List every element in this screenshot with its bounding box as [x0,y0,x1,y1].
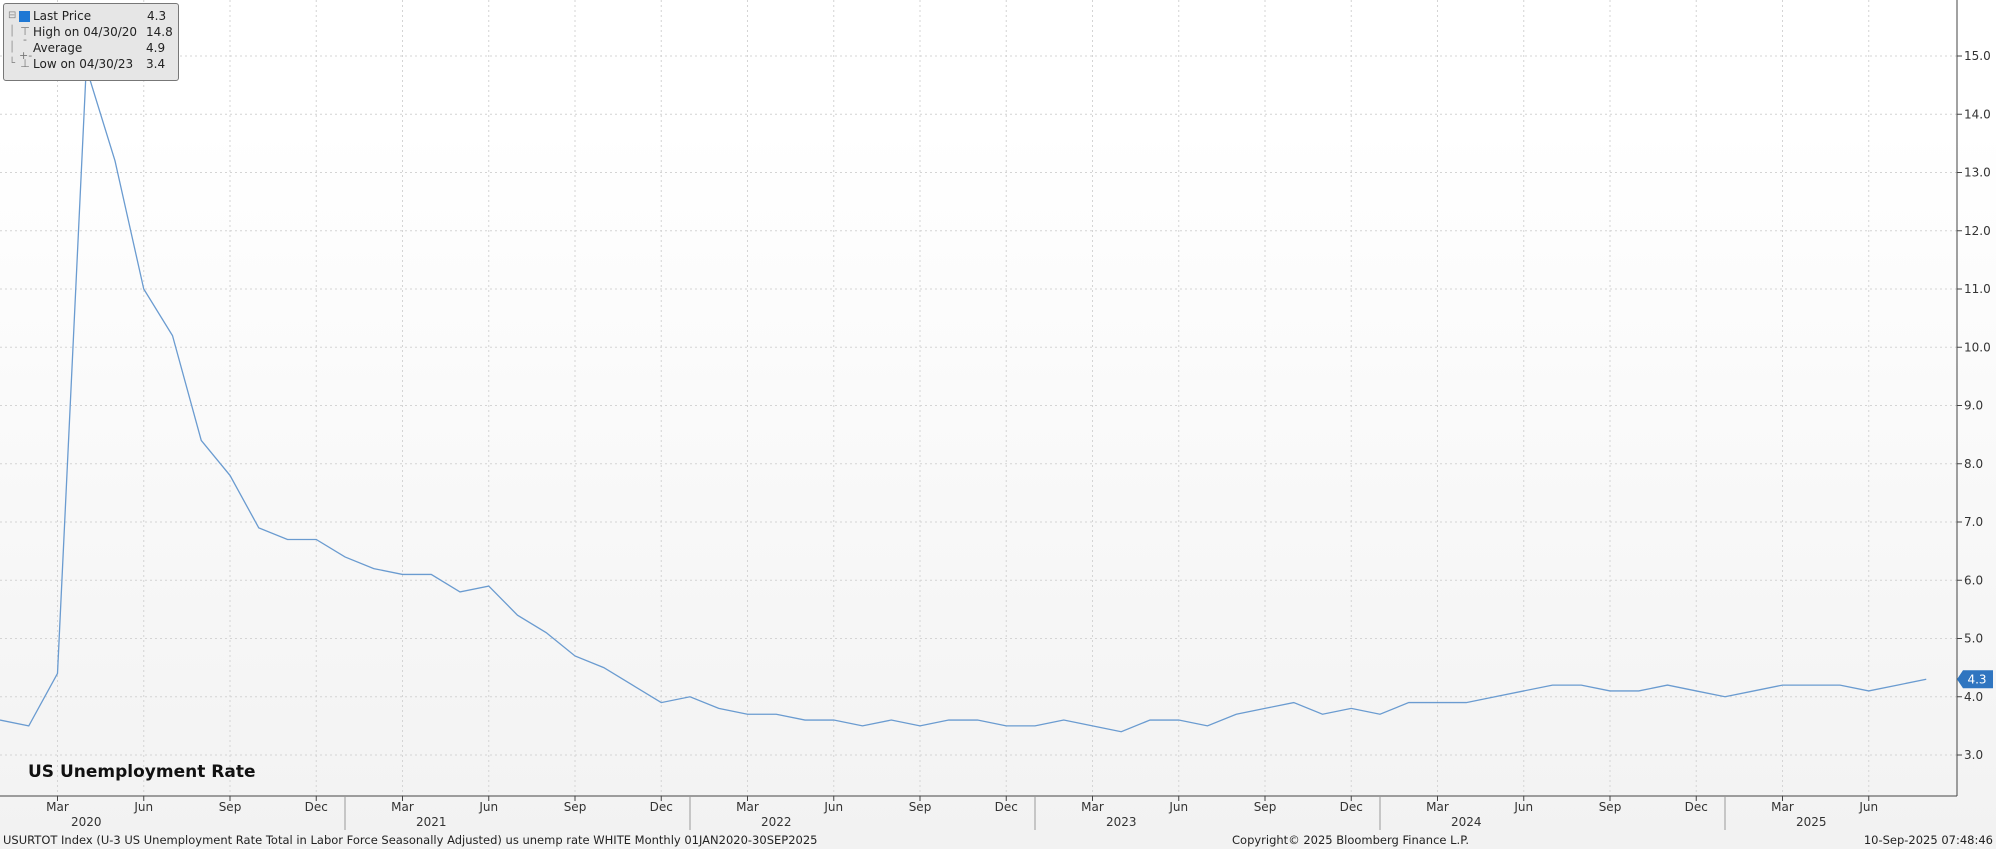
y-axis-ticks: 3.0 4.0 5.0 6.0 7.0 8.0 9.0 10.0 11.0 12.0 13.0 14.… [1957,49,1991,762]
x-tick-label: Mar [1426,800,1449,814]
x-tick-label: Mar [736,800,759,814]
legend-value: 14.8 [146,25,173,39]
last-value-badge-label: 4.3 [1967,672,1986,686]
legend-value: 4.9 [146,41,166,55]
legend-row-high: │ ⊤ High on 04/30/20 14.8 [8,24,173,40]
last-value-badge: 4.3 [1957,670,1993,689]
x-tick-label: Mar [46,800,69,814]
x-tick-label: Sep [219,800,242,814]
legend-row-last-price: ⊟ Last Price 4.3 [8,8,166,24]
x-tick-label: Jun [478,800,498,814]
x-tick-label: Dec [1685,800,1708,814]
collapse-icon[interactable]: ⊟ [8,10,17,21]
low-marker-icon: ⊥ [20,57,30,70]
year-label: 2022 [761,815,792,829]
y-tick-label: 11.0 [1964,282,1991,296]
footer-copyright: Copyright© 2025 Bloomberg Finance L.P. [1232,833,1469,847]
year-label: 2023 [1106,815,1137,829]
x-tick-label: Dec [305,800,328,814]
year-label: 2025 [1796,815,1827,829]
series-swatch-icon [19,10,30,22]
x-tick-label: Mar [391,800,414,814]
y-tick-label: 9.0 [1964,399,1983,413]
x-tick-label: Dec [995,800,1018,814]
y-tick-label: 5.0 [1964,632,1983,646]
y-tick-label: 13.0 [1964,166,1991,180]
year-label: 2020 [71,815,102,829]
tree-end-icon: └ [8,58,16,69]
last-value-badge-shape [1957,670,1993,689]
x-tick-label: Jun [823,800,843,814]
x-tick-label: Sep [564,800,587,814]
y-tick-label: 15.0 [1964,49,1991,63]
tree-branch-icon: │ [8,42,16,53]
high-marker-icon: ⊤ [20,25,30,38]
x-tick-label: Sep [1599,800,1622,814]
legend-label: Average [33,41,83,55]
y-tick-label: 6.0 [1964,573,1983,587]
y-tick-label: 3.0 [1964,748,1983,762]
x-tick-label: Sep [1254,800,1277,814]
x-tick-label: Dec [1340,800,1363,814]
footer-source: USURTOT Index (U-3 US Unemployment Rate … [3,833,818,847]
average-marker-icon: -+- [19,33,33,62]
gridlines [0,0,1957,796]
x-tick-label: Mar [1081,800,1104,814]
tree-branch-icon: │ [8,26,16,37]
y-tick-label: 14.0 [1964,107,1991,121]
legend-value: 3.4 [146,57,166,71]
legend-label: High on 04/30/20 [33,25,138,39]
legend-row-average: │ -+- Average 4.9 [8,33,166,62]
legend-value: 4.3 [147,9,167,23]
legend-label: Low on 04/30/23 [33,57,134,71]
series-line-unemployment [0,67,1927,733]
x-tick-label: Sep [909,800,932,814]
legend-label: Last Price [33,9,92,23]
legend: ⊟ Last Price 4.3 │ ⊤ High on 04/30/20 14… [3,3,179,81]
series-group [0,67,1927,733]
x-tick-label: Mar [1771,800,1794,814]
y-tick-label: 12.0 [1964,224,1991,238]
x-tick-label: Jun [1858,800,1878,814]
axes [0,0,1958,797]
x-tick-label: Jun [1168,800,1188,814]
x-axis-ticks: Mar Jun Sep Dec Mar Jun Sep Dec Mar Jun Sep Dec Mar J… [46,796,1878,814]
y-tick-label: 8.0 [1964,457,1983,471]
footer-timestamp: 10-Sep-2025 07:48:46 [1863,833,1993,847]
x-tick-label: Dec [650,800,673,814]
x-tick-label: Jun [1513,800,1533,814]
x-tick-label: Jun [133,800,153,814]
year-label: 2024 [1451,815,1482,829]
y-tick-label: 4.0 [1964,690,1983,704]
y-tick-label: 10.0 [1964,340,1991,354]
legend-row-low: └ ⊥ Low on 04/30/23 3.4 [8,56,165,72]
year-label: 2021 [416,815,447,829]
chart-title: US Unemployment Rate [28,762,256,782]
x-axis-year-labels: 2020 2021 2022 2023 2024 2025 [71,796,1827,830]
y-tick-label: 7.0 [1964,515,1983,529]
